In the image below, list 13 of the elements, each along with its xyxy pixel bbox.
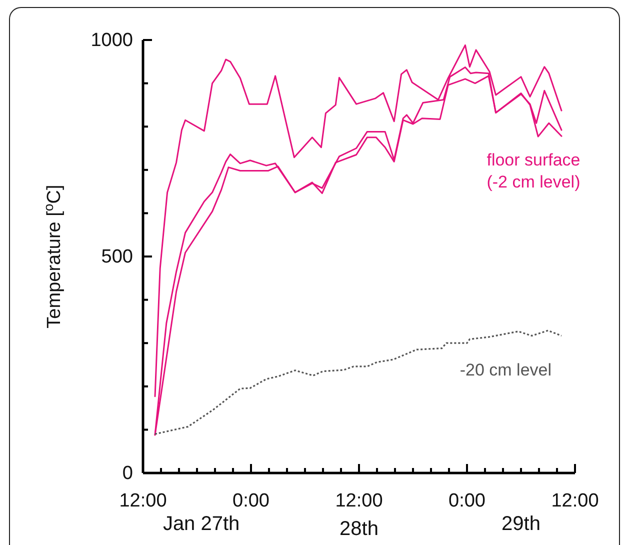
text: floor surface (-2 cm level): [486, 150, 580, 192]
series-label: -20 cm level: [460, 360, 552, 380]
text: 28th: [340, 518, 378, 540]
text: Jan 27th: [162, 513, 240, 535]
x-tick-label: 12:00: [551, 490, 599, 512]
x-tick-label: 0:00: [232, 490, 270, 512]
x-tick-label: 0:00: [448, 490, 486, 512]
x-tick-label: 12:00: [335, 490, 383, 512]
y-tick-label: 0: [122, 463, 133, 484]
y-tick-label: 1000: [90, 30, 133, 52]
x-tick-label: 12:00: [119, 490, 167, 512]
text: 29th: [502, 513, 540, 535]
y-tick-label: 500: [101, 246, 133, 268]
